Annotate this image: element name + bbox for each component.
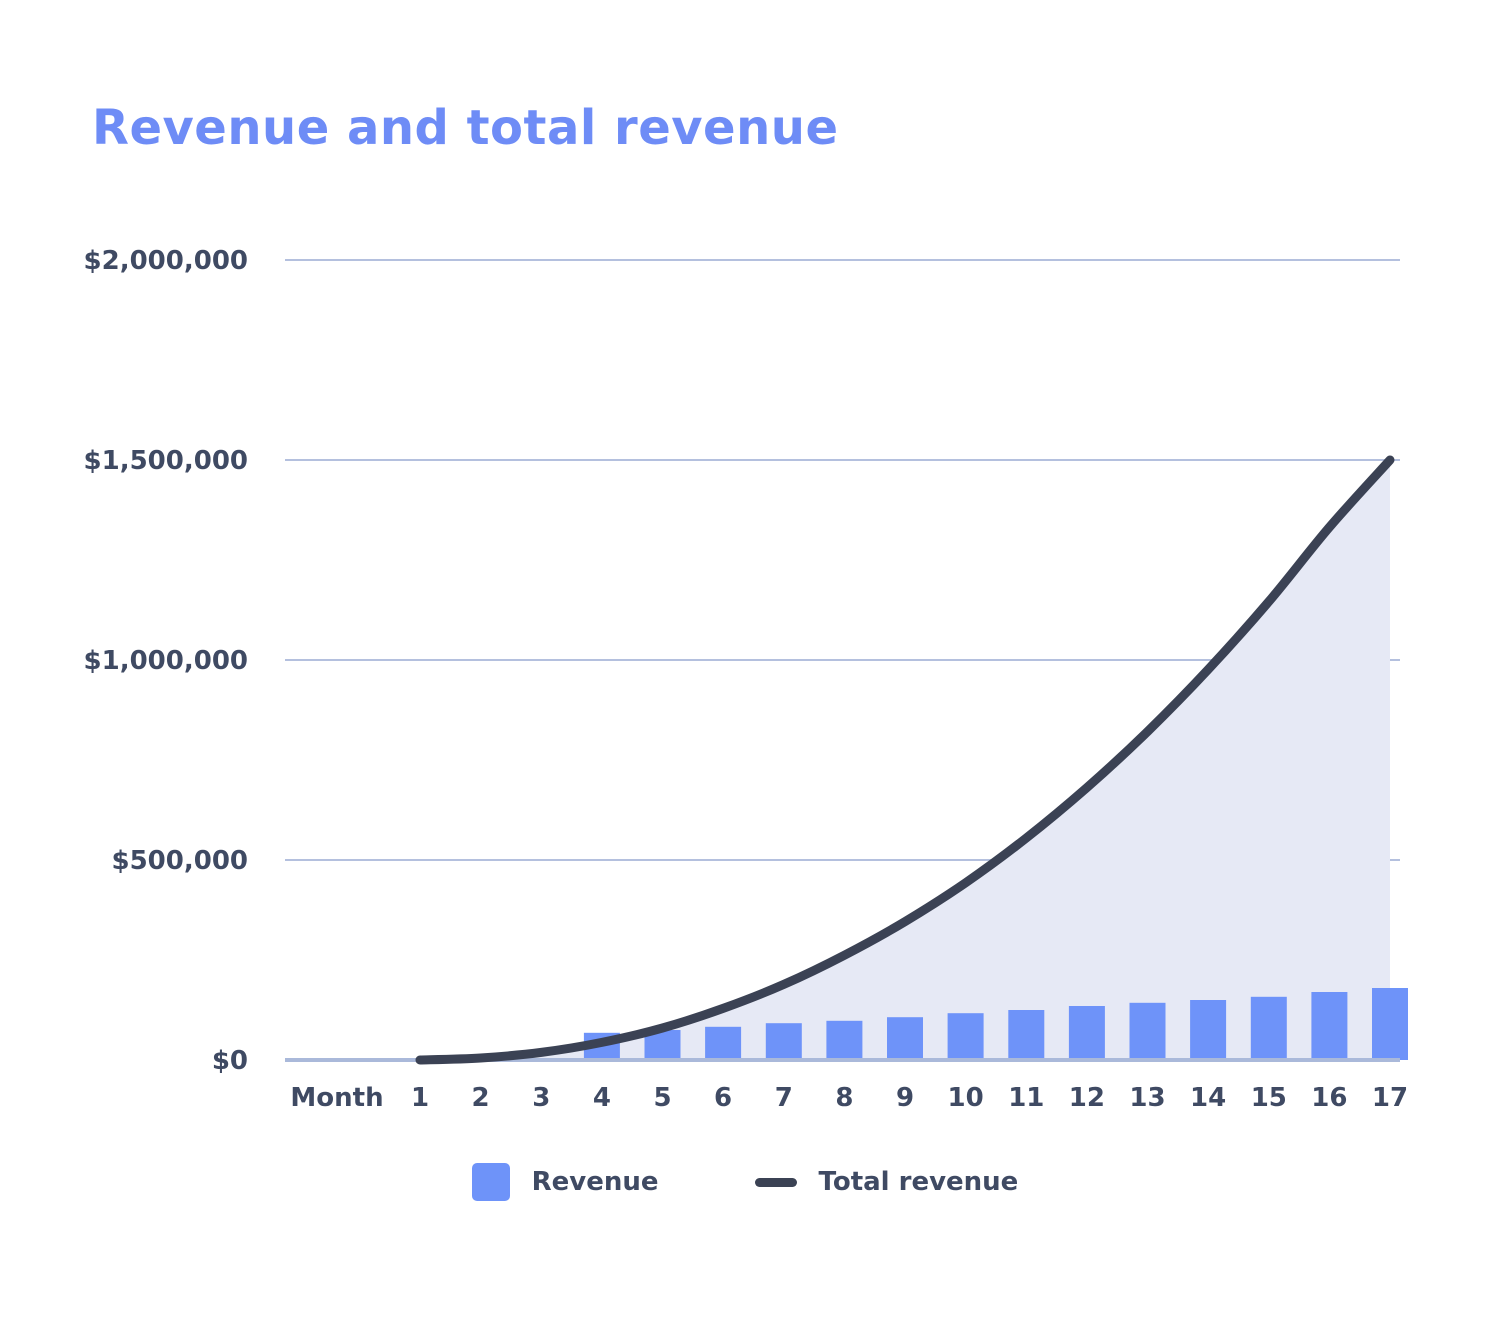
bar-month-6 bbox=[705, 1026, 742, 1060]
x-tick-label-3: 3 bbox=[532, 1083, 550, 1113]
x-tick-label-2: 2 bbox=[472, 1083, 490, 1113]
total-revenue-line bbox=[415, 455, 1395, 1065]
bar-month-10 bbox=[947, 1013, 984, 1060]
y-tick-label-1500000: $1,500,000 bbox=[84, 446, 248, 476]
bar-month-7 bbox=[765, 1023, 802, 1060]
x-tick-label-13: 13 bbox=[1129, 1083, 1165, 1113]
y-tick-label-1000000: $1,000,000 bbox=[84, 646, 248, 676]
bar-month-16 bbox=[1311, 992, 1348, 1060]
x-tick-label-1: 1 bbox=[411, 1083, 429, 1113]
revenue-swatch-icon bbox=[471, 1163, 510, 1201]
month-axis-label: Month bbox=[290, 1083, 383, 1113]
x-tick-label-17: 17 bbox=[1372, 1083, 1408, 1113]
legend-item-total-revenue: Total revenue bbox=[754, 1167, 1019, 1197]
legend-label-revenue: Revenue bbox=[531, 1167, 659, 1197]
x-tick-label-14: 14 bbox=[1190, 1083, 1226, 1113]
x-tick-label-15: 15 bbox=[1251, 1083, 1287, 1113]
x-tick-label-10: 10 bbox=[948, 1083, 984, 1113]
bar-month-9 bbox=[887, 1017, 923, 1060]
x-tick-label-4: 4 bbox=[593, 1083, 611, 1113]
legend-label-total-revenue: Total revenue bbox=[818, 1167, 1019, 1197]
bar-month-12 bbox=[1068, 1006, 1105, 1060]
bar-month-14 bbox=[1190, 1000, 1227, 1060]
bar-month-8 bbox=[826, 1020, 863, 1060]
bar-month-11 bbox=[1008, 1010, 1045, 1060]
x-tick-label-8: 8 bbox=[835, 1083, 853, 1113]
chart-legend: Revenue Total revenue bbox=[0, 1152, 1490, 1212]
x-tick-label-6: 6 bbox=[714, 1083, 732, 1113]
x-tick-label-12: 12 bbox=[1069, 1083, 1105, 1113]
x-tick-label-16: 16 bbox=[1311, 1083, 1347, 1113]
x-tick-label-5: 5 bbox=[653, 1083, 671, 1113]
total-revenue-area bbox=[420, 460, 1390, 1060]
y-tick-label-2000000: $2,000,000 bbox=[84, 246, 248, 276]
total-revenue-swatch-icon bbox=[754, 1177, 797, 1187]
bar-month-15 bbox=[1250, 996, 1287, 1060]
y-tick-label-500000: $500,000 bbox=[111, 846, 248, 876]
bar-month-17 bbox=[1372, 988, 1408, 1060]
legend-item-revenue: Revenue bbox=[471, 1163, 659, 1201]
y-tick-label-0: $0 bbox=[212, 1046, 248, 1076]
x-tick-label-9: 9 bbox=[896, 1083, 914, 1113]
chart-title: Revenue and total revenue bbox=[92, 100, 839, 156]
x-tick-label-11: 11 bbox=[1008, 1083, 1044, 1113]
bar-month-13 bbox=[1129, 1002, 1166, 1060]
x-tick-label-7: 7 bbox=[775, 1083, 793, 1113]
